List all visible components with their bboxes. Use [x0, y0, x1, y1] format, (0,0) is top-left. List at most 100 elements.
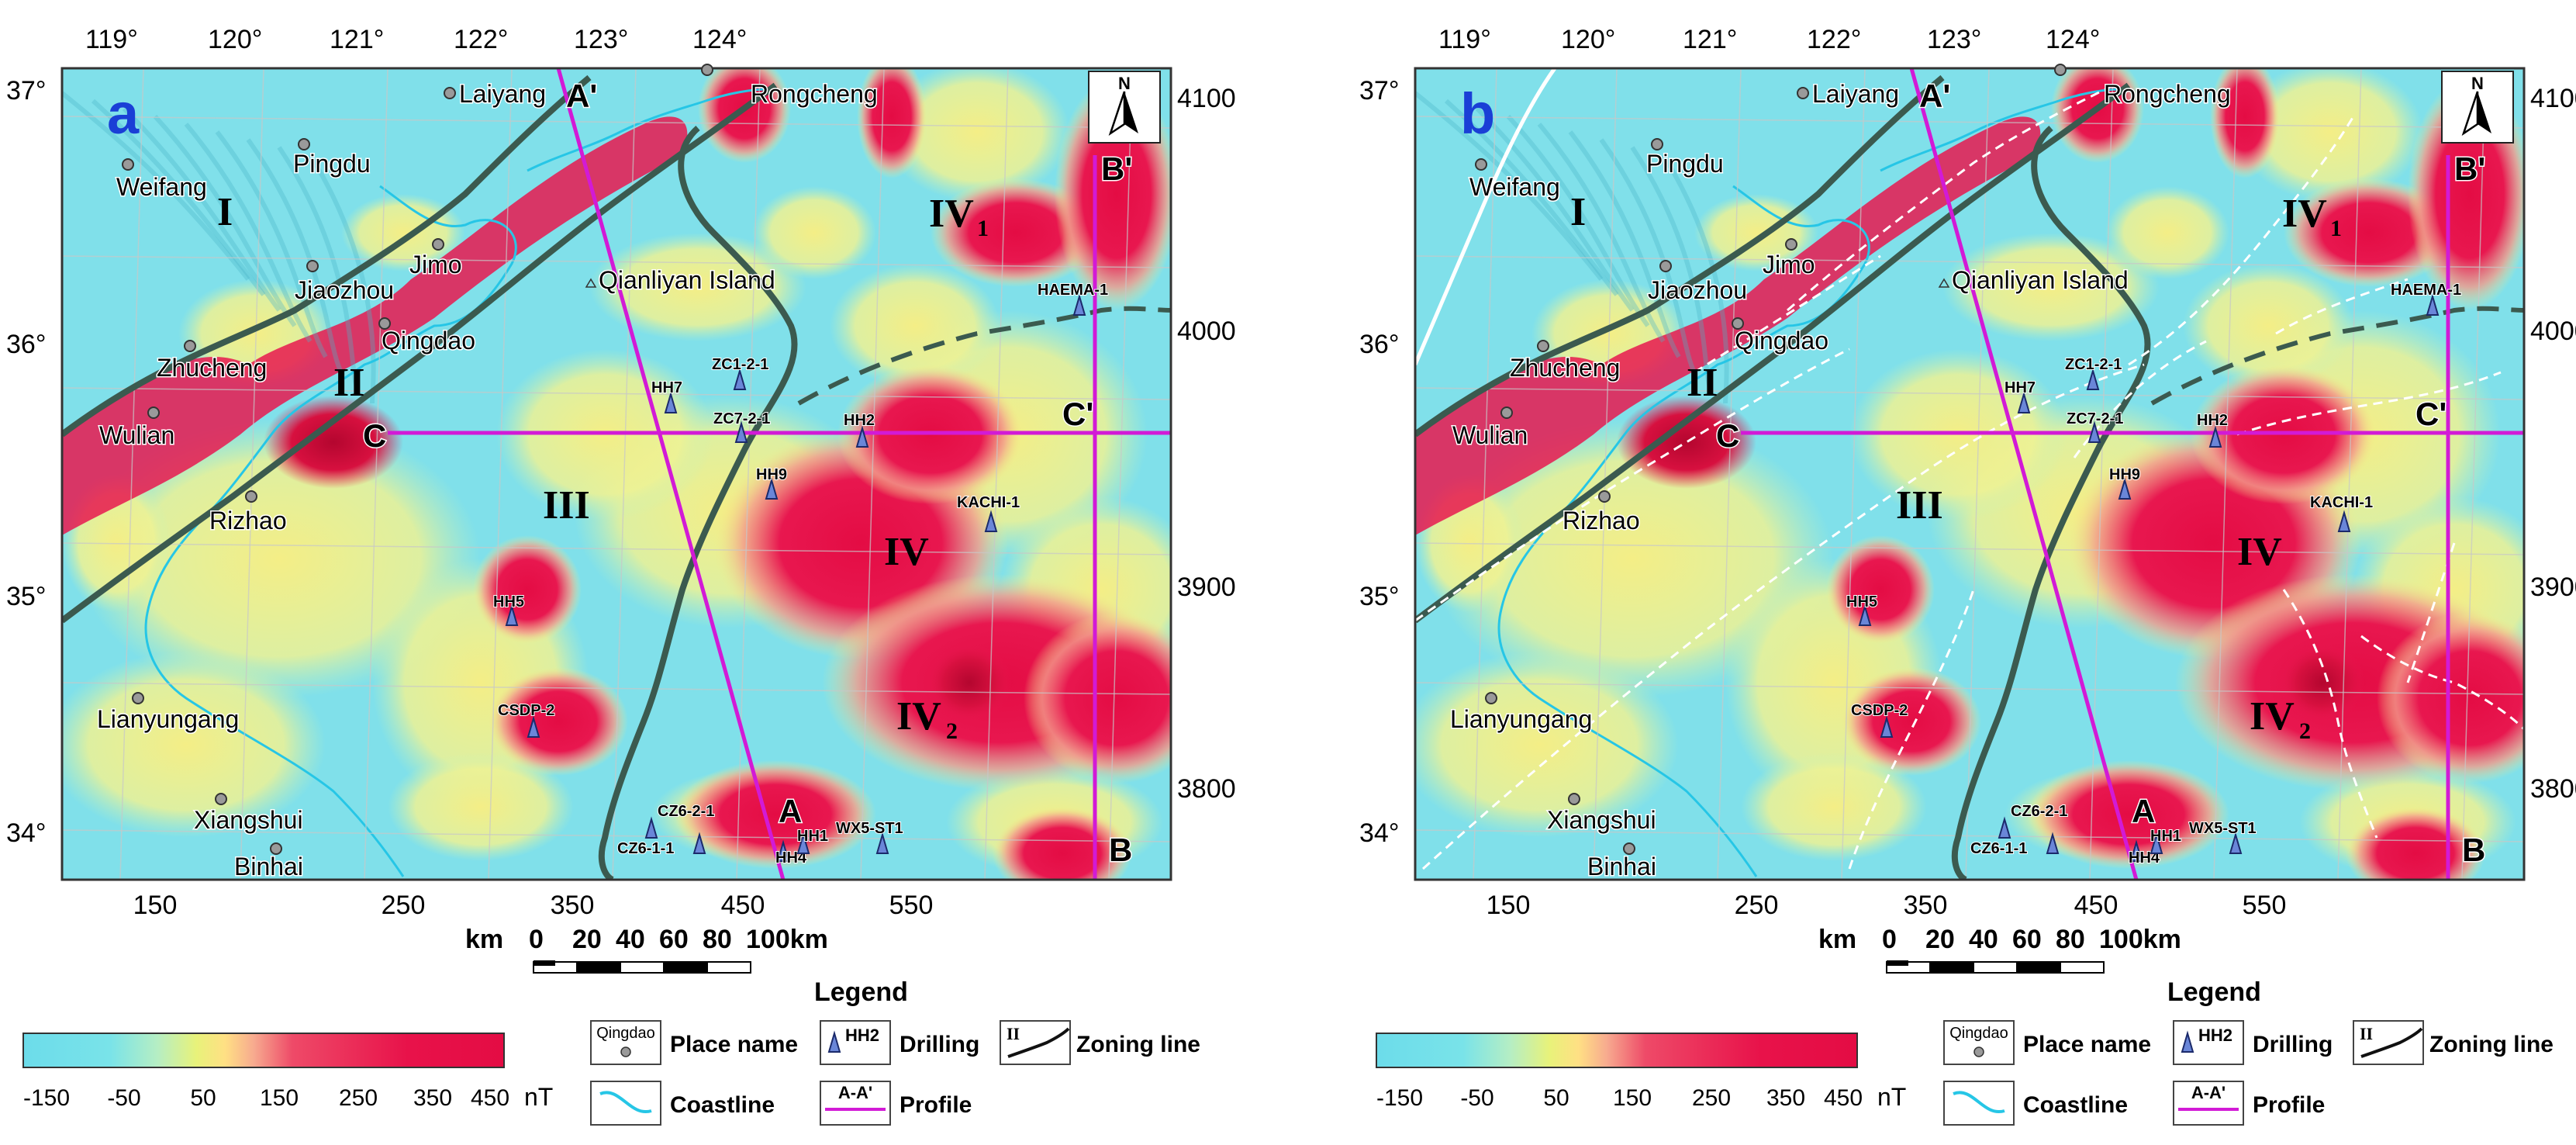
x-coordinate-label: 350: [551, 891, 595, 920]
drilling-icon: [796, 832, 810, 854]
zone-label: IV: [2237, 530, 2282, 574]
place-name-label: Lianyungang: [1450, 705, 1592, 733]
place-name-label: Rongcheng: [2104, 80, 2231, 108]
magnetic-anomaly-map: [62, 68, 1171, 880]
latitude-label: 37°: [1359, 76, 1399, 106]
colorbar: [22, 1033, 505, 1068]
drilling-label: HH5: [493, 593, 524, 611]
coastline: [1953, 1091, 2005, 1114]
positive-anomaly-low: [1694, 194, 1818, 272]
fault-line: [1421, 363, 2145, 870]
y-coordinate-label: 3900: [1177, 572, 1236, 602]
coastline: [144, 185, 517, 877]
positive-anomaly-high: [993, 807, 1132, 880]
profile-endpoint-label: B': [2454, 150, 2485, 187]
scale-tick-label: 0: [1882, 925, 1897, 954]
place-marker: [298, 138, 310, 150]
place-marker: [1500, 406, 1513, 419]
colorbar: [1376, 1033, 1858, 1068]
place-name-label: Qingdao: [382, 327, 475, 355]
place-marker: [1598, 490, 1611, 503]
zone-label: 1: [2330, 216, 2342, 241]
positive-anomaly-low: [78, 419, 481, 698]
drilling-label: ZC7-2-1: [2067, 410, 2123, 427]
place-marker: [1475, 158, 1487, 171]
scale-tick-label: 60: [2012, 925, 2042, 954]
zoning-line: [1415, 74, 1945, 438]
scale-tick-label: 20: [572, 925, 602, 954]
graticule-line: [1415, 387, 2524, 400]
longitude-label: 119°: [1438, 25, 1491, 54]
graticule-line: [612, 68, 637, 880]
scale-tick-label: 80: [2056, 925, 2085, 954]
positive-anomaly-low: [1942, 233, 2160, 341]
place-marker: [1797, 87, 1809, 99]
latitude-label: 36°: [6, 330, 46, 359]
place-name-label: Binhai: [234, 853, 303, 880]
drilling-label: KACHI-1: [2310, 494, 2373, 511]
drilling-icon: [2208, 425, 2222, 448]
y-coordinate-label: 3900: [2530, 572, 2576, 602]
drilling-icon: [2087, 420, 2101, 443]
place-marker: [620, 1046, 631, 1057]
legend-drill-label: Drilling: [2253, 1032, 2333, 1057]
zone-label: IV: [2250, 694, 2295, 739]
profile-endpoint-label: B: [1109, 832, 1132, 868]
drilling-label: HH7: [2005, 379, 2036, 396]
positive-anomaly-low: [62, 652, 326, 838]
fault-line: [1415, 348, 1850, 622]
profile-line-aa: [1909, 68, 2139, 880]
graticule-line: [364, 68, 388, 880]
latitude-label: 37°: [6, 76, 46, 106]
longitude-label: 124°: [2046, 25, 2100, 54]
fault-line: [1694, 254, 1881, 374]
legend-place-label: Place name: [2023, 1032, 2151, 1057]
longitude-label: 120°: [208, 25, 262, 54]
anomaly-stripe: [277, 146, 359, 389]
north-arrow-icon: [1088, 71, 1161, 144]
place-name-label: Lianyungang: [97, 705, 239, 733]
map-panel-b: 119° 120° 121° 122° 123° 124° 37° 36° 35° 34° 150 2…: [1353, 0, 2576, 1145]
profile-line-aa: [556, 68, 786, 880]
drilling-icon: [2129, 839, 2143, 862]
fault-line: [1787, 84, 2114, 312]
zone-label: III: [1896, 483, 1943, 528]
colorbar-tick: -50: [1460, 1085, 1493, 1111]
map-frame: [60, 67, 1172, 881]
map-frame: [1414, 67, 2526, 881]
graticule-line: [62, 116, 1171, 129]
drilling-icon: [776, 839, 790, 862]
legend-profile-sample: A-A': [838, 1083, 872, 1102]
drilling-icon: [2150, 832, 2163, 854]
place-name-label: Wulian: [99, 421, 174, 449]
colorbar-tick: -150: [1376, 1085, 1423, 1111]
positive-anomaly-high: [2210, 68, 2280, 178]
scale-tick-label: 0: [529, 925, 544, 954]
zone-label: I: [217, 190, 233, 234]
graticule-line: [1415, 116, 2524, 129]
longitude-label: 121°: [1683, 25, 1737, 54]
coastline: [1497, 185, 1870, 877]
positive-anomaly-high: [2377, 613, 2524, 784]
drilling-label: ZC1-2-1: [712, 356, 768, 373]
graticule-line: [1593, 68, 1618, 880]
legend-swatch-profile: [820, 1081, 891, 1126]
scale-tick-label: 40: [616, 925, 645, 954]
anomaly-stripe: [1475, 106, 1635, 312]
fault-line: [1848, 589, 1975, 870]
drilling-label: KACHI-1: [957, 494, 1020, 511]
drilling-icon: [527, 715, 540, 738]
graticule-line: [62, 829, 1171, 842]
place-name-label: Qingdao: [1735, 327, 1828, 355]
place-marker: [122, 158, 134, 171]
scale-prefix: km: [465, 925, 503, 954]
profile-endpoint-label: C': [2415, 396, 2447, 432]
drilling-label: HH2: [844, 412, 875, 429]
map-figure-a: 119° 120° 121° 122° 123° 124°37°36°35°34°150 2…: [6, 25, 1236, 1126]
anomaly-stripe: [1568, 130, 1681, 358]
zone-label: IV: [884, 530, 929, 574]
place-marker: [270, 842, 282, 855]
legend-place-sample: Qingdao: [596, 1025, 655, 1042]
colorbar-tick: 450: [471, 1085, 509, 1111]
drilling-icon: [2426, 293, 2440, 316]
